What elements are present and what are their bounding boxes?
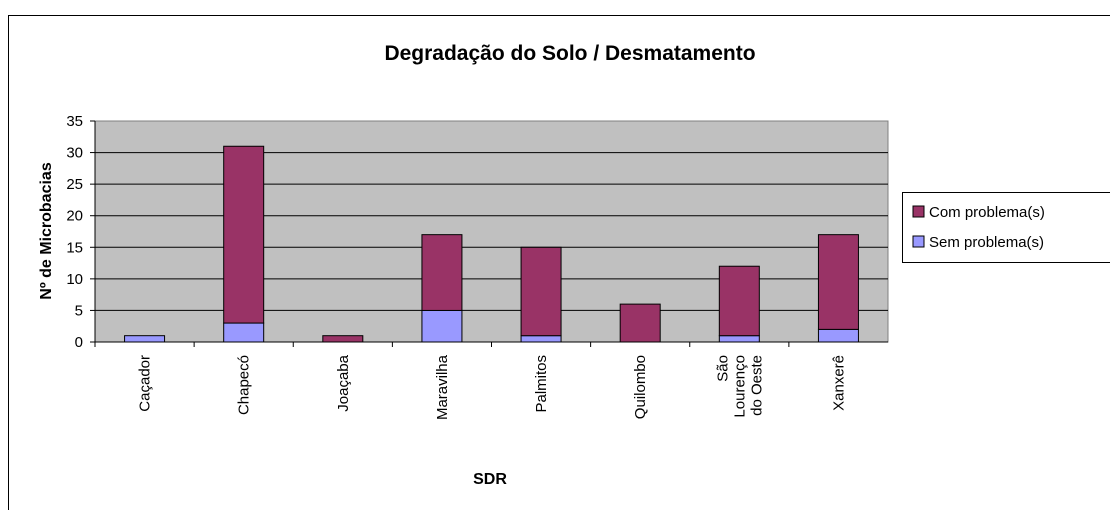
bar-segment [817,328,859,343]
bar-segment [718,265,760,337]
x-tick-label: Chapecó [236,355,253,415]
bar-segment [223,322,265,343]
y-tick-label: 35 [66,113,83,130]
x-axis-label: SDR [473,471,507,488]
y-tick-label: 5 [75,302,83,319]
bar-segment [520,335,562,343]
bar-segment [817,234,859,330]
chart-title: Degradação do Solo / Desmatamento [384,42,755,65]
bar-segment [322,335,364,343]
x-tick-label: Quilombo [632,355,649,419]
y-tick-label: 15 [66,239,83,256]
y-tick-label: 25 [66,176,83,193]
legend-label: Sem problema(s) [929,234,1044,251]
legend-swatch [912,205,925,218]
bar-segment [619,303,661,343]
y-tick-label: 10 [66,271,83,288]
legend-label: Com problema(s) [929,204,1045,221]
plot-area [94,120,889,343]
bar-segment [124,335,166,343]
bar-segment [223,145,265,324]
legend [902,192,1110,263]
bar-segment [718,335,760,343]
y-tick-label: 30 [66,145,83,162]
x-tick-label: Xanxerê [830,355,847,411]
y-tick-label: 20 [66,208,83,225]
x-tick-label: Maravilha [434,354,451,420]
x-tick-label: Joaçaba [335,354,352,411]
bar-segment [520,246,562,337]
bar-segment [421,309,463,343]
x-tick-label: Caçador [137,355,154,412]
x-tick-label: Palmitos [533,355,550,413]
y-tick-label: 0 [75,334,83,351]
legend-swatch [912,235,925,248]
bar-segment [421,234,463,311]
y-axis-label: Nº de Microbacias [38,162,55,300]
x-tick-label: SãoLourençodo Oeste [714,355,765,418]
